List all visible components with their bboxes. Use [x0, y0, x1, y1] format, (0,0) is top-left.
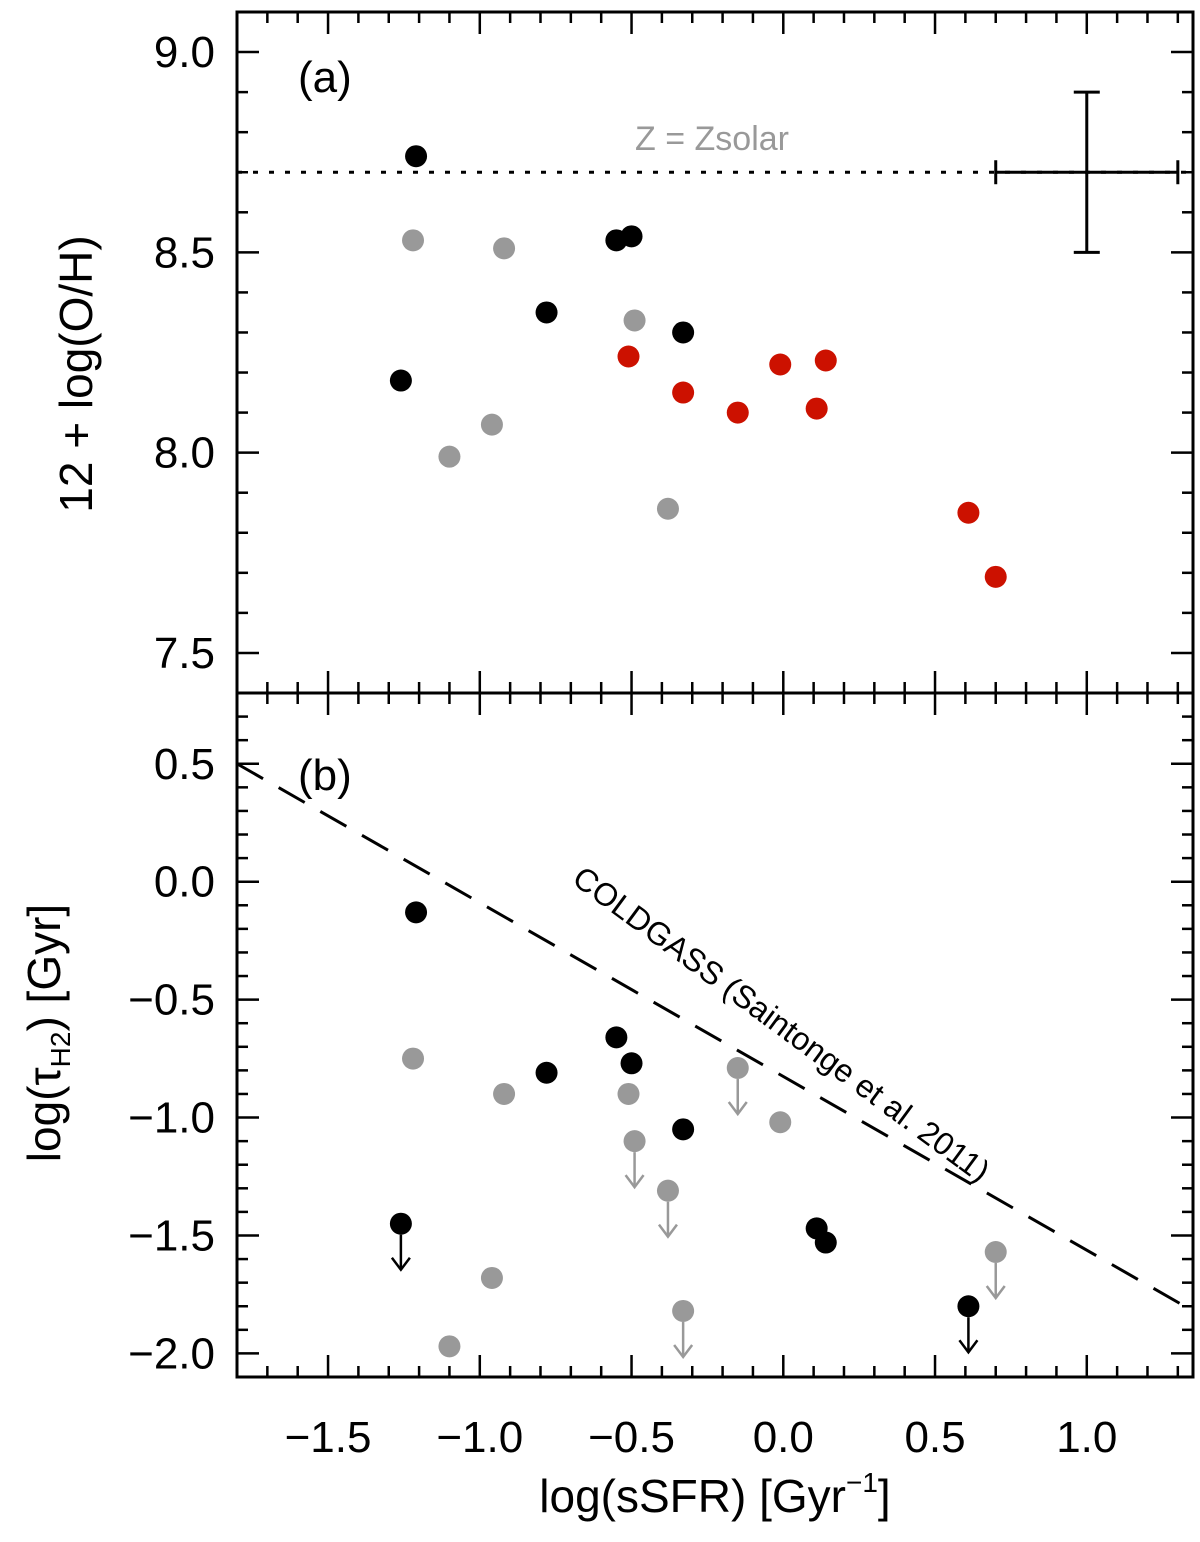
point-a-black	[405, 145, 428, 168]
point-a-gray	[623, 309, 646, 332]
point-a-black	[535, 301, 558, 324]
y-axis-title-a: 12 + log(O/H)	[50, 235, 102, 512]
y-tick-label-b: 0.5	[154, 740, 215, 789]
panel-a-label: (a)	[298, 53, 352, 102]
point-b-black	[405, 901, 428, 924]
point-a-red	[957, 501, 980, 524]
axis-ticks: −1.5 −1.0 −0.5 0.0 0.5 1.0 7.5 8.0 8.5 9.0 −2.0 −1.…	[128, 10, 1193, 1462]
point-b-gray	[480, 1266, 503, 1289]
point-a-red	[984, 565, 1007, 588]
arrow-head	[390, 1256, 411, 1272]
point-b-black	[535, 1061, 558, 1084]
y-tick-label-a: 8.5	[154, 228, 215, 277]
point-a-red	[814, 349, 837, 372]
x-axis-title-sup: −1	[846, 1467, 878, 1498]
y-tick-label-b: −2.0	[128, 1329, 215, 1378]
x-tick-label: −1.0	[436, 1413, 523, 1462]
arrow-head	[985, 1285, 1006, 1301]
arrow-head	[624, 1174, 645, 1190]
upper-limit-arrow	[624, 1152, 645, 1190]
y-axis-title-b-close: ) [Gyr]	[18, 904, 70, 1032]
point-a-red	[805, 397, 828, 420]
point-b-black	[957, 1295, 980, 1318]
point-a-gray	[402, 229, 425, 252]
x-tick-label: 0.0	[753, 1413, 814, 1462]
point-b-black	[389, 1212, 412, 1235]
arrow-head	[673, 1344, 694, 1360]
upper-limit-arrow	[390, 1234, 411, 1272]
y-tick-label-b: −1.0	[128, 1094, 215, 1143]
zsolar-label: Z = Zsolar	[635, 120, 789, 158]
point-b-black	[605, 1026, 628, 1049]
coldgass-line	[236, 762, 1194, 1313]
upper-limit-arrow	[985, 1262, 1006, 1301]
y-tick-label-a: 7.5	[154, 629, 215, 678]
point-b-gray	[769, 1111, 792, 1134]
y-tick-label-b: −1.5	[128, 1211, 215, 1260]
upper-limit-arrow	[657, 1201, 678, 1239]
point-b-gray	[402, 1047, 425, 1070]
y-tick-label-b: 0.0	[154, 858, 215, 907]
point-a-black	[672, 321, 695, 344]
y-tick-label-a: 9.0	[154, 28, 215, 77]
panel-b-label: (b)	[298, 751, 352, 800]
point-b-black	[814, 1231, 837, 1254]
point-b-gray	[984, 1240, 1007, 1263]
point-a-red	[617, 345, 640, 368]
plot-frame-b	[235, 691, 1195, 1379]
point-b-gray	[617, 1082, 640, 1105]
x-tick-label: 0.5	[904, 1413, 965, 1462]
point-a-gray	[493, 237, 516, 260]
point-a-black	[389, 369, 412, 392]
x-axis-title-main: log(sSFR) [Gyr	[539, 1470, 846, 1522]
plot-frame-a	[235, 10, 1195, 695]
typical-error-bar	[994, 90, 1180, 254]
x-tick-label: 1.0	[1056, 1413, 1117, 1462]
data-points	[389, 145, 1007, 1360]
point-a-gray	[438, 445, 461, 468]
point-a-gray	[480, 413, 503, 436]
point-b-gray	[493, 1082, 516, 1105]
axes-frames	[235, 10, 1195, 1379]
upper-limit-arrow	[673, 1321, 694, 1360]
x-tick-label: −1.5	[285, 1413, 372, 1462]
x-axis-title: log(sSFR) [Gyr−1]	[539, 1467, 890, 1522]
y-tick-label-a: 8.0	[154, 429, 215, 478]
y-axis-title-b-sub: H2	[45, 1032, 76, 1068]
y-axis-title-b: log(τH2) [Gyr]	[18, 904, 76, 1162]
y-axis-title-b-main: log(τ	[18, 1067, 70, 1162]
upper-limit-arrow	[727, 1079, 748, 1117]
point-b-black	[620, 1052, 643, 1075]
point-b-gray	[623, 1130, 646, 1153]
point-a-red	[672, 381, 695, 404]
y-tick-label-b: −0.5	[128, 976, 215, 1025]
reference-lines	[236, 90, 1194, 1313]
arrow-head	[958, 1339, 979, 1355]
point-b-gray	[726, 1057, 749, 1080]
point-b-gray	[672, 1299, 695, 1322]
arrow-head	[657, 1223, 678, 1239]
point-a-red	[726, 401, 749, 424]
point-b-black	[672, 1118, 695, 1141]
x-axis-title-close: ]	[878, 1470, 891, 1522]
arrow-head	[727, 1101, 748, 1117]
upper-limit-arrow	[958, 1317, 979, 1355]
point-b-gray	[438, 1335, 461, 1358]
x-tick-label: −0.5	[588, 1413, 675, 1462]
point-b-gray	[656, 1179, 679, 1202]
point-a-red	[769, 353, 792, 376]
point-a-gray	[656, 497, 679, 520]
point-a-black	[620, 225, 643, 248]
